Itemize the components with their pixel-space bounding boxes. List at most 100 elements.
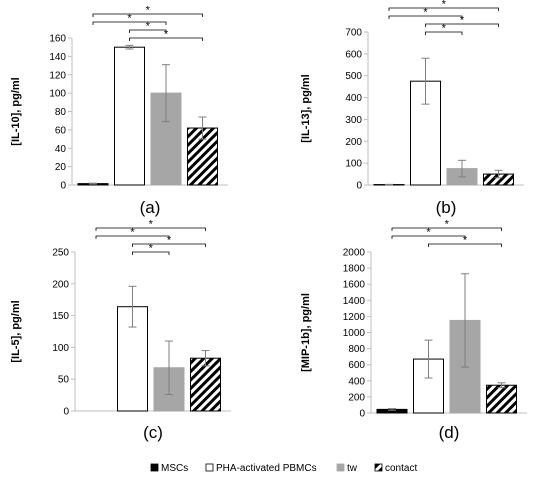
panel-d: 0 200 400 600 800 1000 1200 1400 1600 1800 2000 [MI…	[300, 219, 527, 442]
significance-star: *	[164, 29, 169, 41]
y-tick-label: 600	[345, 49, 362, 60]
y-axis-label: [IL-5], pg/ml	[10, 300, 22, 362]
y-tick-label: 60	[55, 125, 67, 136]
y-tick-label: 1600	[343, 280, 366, 291]
y-tick-label: 700	[345, 28, 362, 39]
legend-label: PHA-activated PBMCs	[216, 463, 317, 474]
error-bar	[201, 350, 210, 367]
y-tick-label: 200	[345, 137, 362, 148]
significance-star: *	[423, 7, 428, 19]
y-tick-label: 200	[348, 392, 365, 403]
panel-c: 0 50 100 150 200 250 [IL-5], pg/ml * * * * (c)	[10, 219, 231, 442]
y-tick-label: 100	[52, 343, 69, 354]
significance-star: *	[426, 227, 431, 239]
significance-bracket: *	[132, 243, 170, 255]
panel-b: 0 100 200 300 400 500 600 700 [IL-13], pg/ml * * * *…	[300, 0, 524, 217]
panel-label: (d)	[439, 423, 460, 442]
significance-bracket: *	[428, 235, 502, 247]
error-bar	[165, 340, 173, 395]
panel-label: (c)	[143, 423, 163, 442]
legend-swatch	[205, 463, 214, 472]
bar-pha-activated-pbmcs	[410, 80, 441, 186]
y-tick-label: 20	[55, 162, 67, 173]
y-tick-label: 0	[359, 409, 365, 420]
y-tick-label: 400	[348, 376, 365, 387]
panel-label: (b)	[436, 198, 457, 217]
y-tick-label: 1400	[343, 296, 366, 307]
y-tick-label: 300	[345, 115, 362, 126]
bar-tw	[150, 92, 182, 186]
y-tick-label: 0	[60, 181, 66, 192]
significance-star: *	[146, 21, 151, 33]
y-tick-label: 1800	[343, 264, 366, 275]
significance-bracket: *	[132, 235, 206, 247]
significance-bracket: *	[92, 13, 167, 25]
significance-star: *	[445, 219, 450, 231]
significance-star: *	[127, 13, 132, 25]
significance-bracket: *	[92, 5, 203, 17]
significance-bracket: *	[129, 29, 203, 41]
bar-contact	[486, 384, 517, 414]
y-tick-label: 100	[345, 159, 362, 170]
error-bar	[421, 57, 430, 105]
y-tick-label: 50	[58, 375, 70, 386]
y-tick-label: 2000	[343, 248, 366, 259]
legend-label: MSCs	[161, 463, 188, 474]
legend-label: tw	[347, 463, 358, 474]
y-tick-label: 800	[348, 344, 365, 355]
legend-swatch	[374, 463, 383, 472]
significance-star: *	[146, 5, 151, 17]
significance-bracket: *	[425, 23, 463, 35]
y-tick-label: 400	[345, 93, 362, 104]
significance-star: *	[149, 219, 154, 231]
y-tick-label: 250	[52, 248, 69, 259]
error-bar	[162, 64, 170, 123]
error-bar	[388, 408, 396, 411]
error-bar	[424, 339, 433, 379]
significance-star: *	[460, 15, 465, 27]
error-bar	[125, 44, 134, 50]
significance-star: *	[442, 23, 447, 35]
error-bar	[497, 382, 506, 389]
y-tick-label: 100	[49, 89, 66, 100]
y-tick-label: 0	[63, 407, 69, 418]
y-axis-label: [IL-10], pg/ml	[10, 77, 22, 145]
y-axis-label: [IL-13], pg/ml	[300, 74, 312, 142]
significance-star: *	[130, 227, 135, 239]
error-bar	[198, 116, 207, 140]
legend-item: MSCs	[150, 463, 188, 474]
y-tick-label: 120	[49, 70, 66, 81]
significance-star: *	[442, 0, 447, 11]
y-tick-label: 1200	[343, 312, 366, 323]
y-tick-label: 150	[52, 311, 69, 322]
significance-bracket: *	[95, 227, 170, 239]
bar-pha-activated-pbmcs	[114, 46, 145, 186]
legend-item: PHA-activated PBMCs	[205, 463, 317, 474]
significance-bracket: *	[388, 0, 499, 11]
legend-swatch	[150, 463, 159, 472]
y-tick-label: 160	[49, 34, 66, 45]
significance-bracket: *	[95, 219, 206, 231]
panel-label: (a)	[140, 198, 161, 217]
y-tick-label: 500	[345, 71, 362, 82]
legend-swatch	[336, 463, 345, 472]
legend: MSCs PHA-activated PBMCs tw contact	[150, 463, 417, 474]
significance-star: *	[149, 243, 154, 255]
significance-bracket: *	[129, 21, 167, 33]
error-bar	[458, 159, 466, 178]
error-bar	[461, 273, 469, 368]
significance-star: *	[167, 235, 172, 247]
legend-item: tw	[336, 463, 358, 474]
legend-label: contact	[385, 463, 417, 474]
panel-a: 0 20 40 60 80 100 120 140 160 [IL-10], pg/ml * * * * (…	[10, 5, 228, 217]
error-bar	[89, 182, 97, 185]
legend-item: contact	[374, 463, 417, 474]
significance-bracket: *	[391, 219, 502, 231]
significance-bracket: *	[391, 227, 466, 239]
y-tick-label: 40	[55, 144, 67, 155]
y-tick-label: 600	[348, 360, 365, 371]
y-tick-label: 80	[55, 107, 67, 118]
significance-bracket: *	[388, 7, 463, 19]
significance-bracket: *	[425, 15, 499, 27]
